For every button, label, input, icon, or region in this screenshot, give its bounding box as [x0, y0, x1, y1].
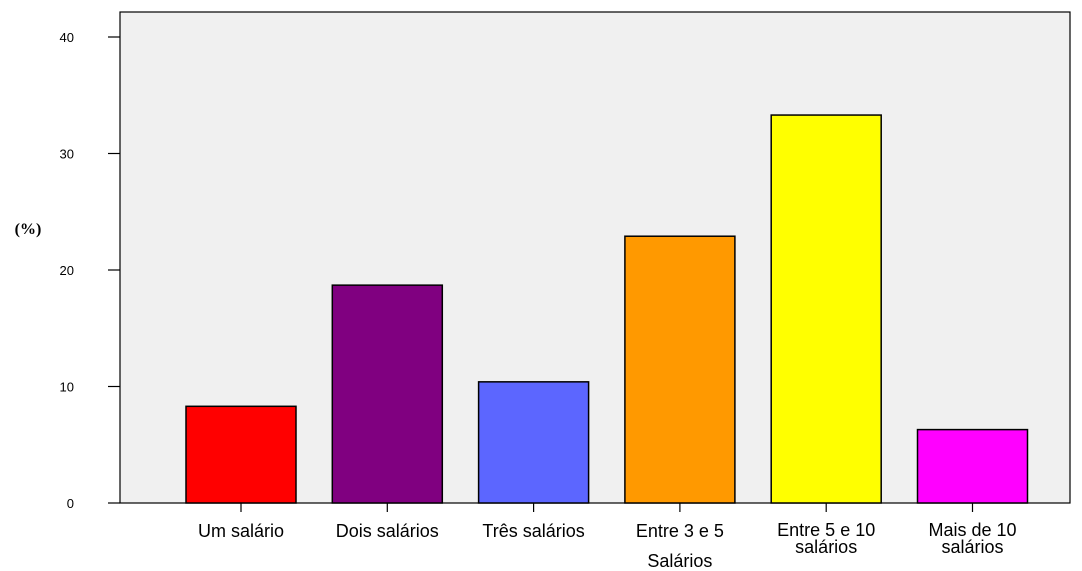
bar [477, 381, 590, 504]
x-tick-label: Entre 5 e 10 salários [777, 520, 875, 557]
x-tick-label: Mais de 10 salários [928, 520, 1016, 557]
x-tick-label: Entre 3 e 5 Salários [636, 521, 724, 571]
y-tick-label: 30 [60, 147, 74, 162]
x-tick-label: Dois salários [336, 521, 439, 541]
bar [331, 284, 444, 504]
x-tick-label: Três salários [482, 521, 584, 541]
x-axis: Um salário Dois salários Três salários Entr… [198, 503, 1017, 571]
y-axis: 0 10 20 30 40 [60, 30, 120, 511]
bar [624, 235, 736, 504]
y-tick-label: 0 [67, 496, 74, 511]
bars [185, 114, 1029, 504]
bar [916, 428, 1029, 504]
y-tick-label: 40 [60, 30, 74, 45]
bar [185, 405, 297, 504]
x-tick-label: Um salário [198, 521, 284, 541]
y-tick-label: 20 [60, 263, 74, 278]
y-tick-label: 10 [60, 380, 74, 395]
y-axis-label: (%) [15, 221, 42, 238]
bar [770, 114, 882, 504]
